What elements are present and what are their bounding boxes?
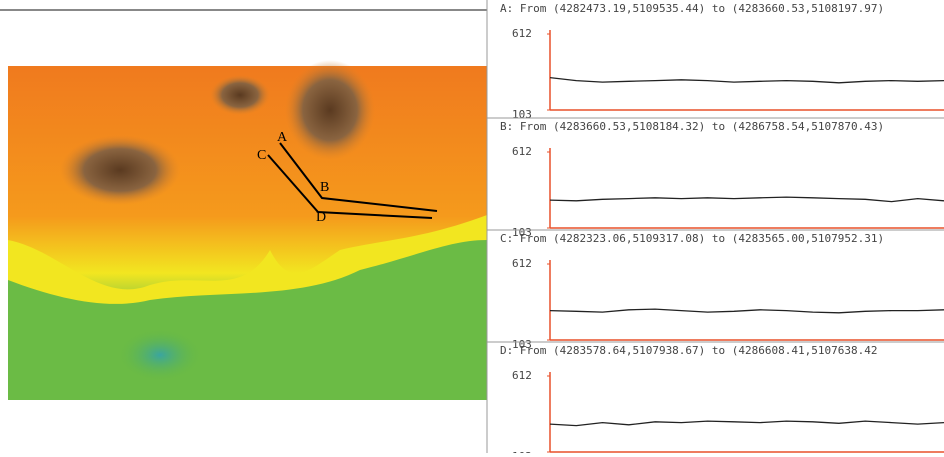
map-label: B xyxy=(320,180,329,195)
map-lake xyxy=(120,330,200,380)
y-tick-label: 612 xyxy=(512,369,532,382)
screen: A B C D A: From (4282473.19,5109535.44) … xyxy=(0,0,944,453)
panel-title: B: From (4283660.53,5108184.32) to (4286… xyxy=(500,120,884,133)
elevation-map: A B C D xyxy=(8,60,487,400)
profile-line xyxy=(550,309,944,313)
map-mountain xyxy=(210,75,270,115)
panel-title: D: From (4283578.64,5107938.67) to (4286… xyxy=(500,344,878,357)
map-mountain xyxy=(285,60,375,160)
panel-title: C: From (4282323.06,5109317.08) to (4283… xyxy=(500,232,884,245)
panel-title: A: From (4282473.19,5109535.44) to (4283… xyxy=(500,2,884,15)
profile-line xyxy=(550,197,944,202)
profile-line xyxy=(550,78,944,83)
map-label: A xyxy=(277,130,288,145)
map-mountain xyxy=(60,135,180,205)
y-tick-label: 612 xyxy=(512,145,532,158)
profile-line xyxy=(550,421,944,426)
map-label: D xyxy=(316,210,326,225)
y-tick-label: 612 xyxy=(512,257,532,270)
y-tick-label: 612 xyxy=(512,27,532,40)
map-label: C xyxy=(257,148,266,163)
